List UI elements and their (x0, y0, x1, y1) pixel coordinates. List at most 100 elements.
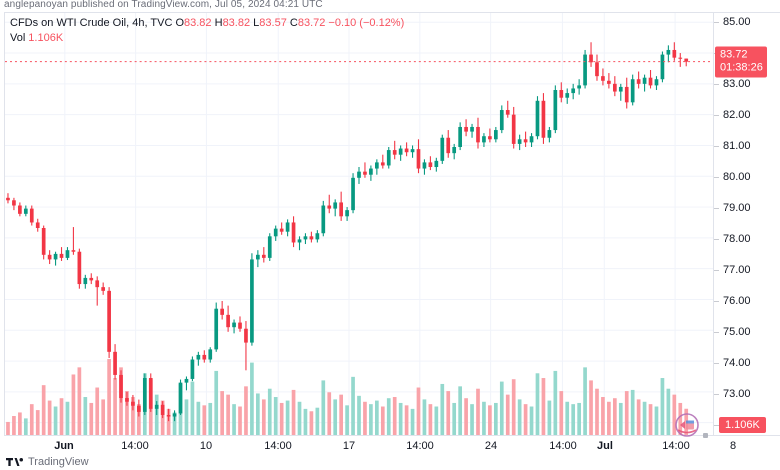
volume-bar (65, 401, 70, 435)
price-tick-dash (714, 84, 719, 86)
candle-body (178, 382, 183, 414)
candle-body (434, 160, 439, 168)
candle-body (18, 205, 22, 214)
volume-bar (678, 402, 683, 435)
volume-bar (523, 404, 528, 435)
price-tick-dash (714, 238, 719, 240)
candle-body (309, 236, 314, 240)
candle-body (446, 137, 451, 154)
current-volume-badge[interactable]: 1.106K (719, 417, 766, 433)
candle-body (131, 401, 135, 406)
candle-body (77, 251, 82, 285)
candle-body (160, 404, 165, 415)
candle-body (315, 233, 320, 240)
candle-body (660, 54, 665, 80)
price-axis-tick-label: 73.00 (723, 387, 751, 400)
volume-bar (511, 379, 516, 435)
price-axis-tick-label: 79.00 (723, 202, 751, 214)
candle-body (351, 177, 355, 211)
candle-body (71, 250, 76, 252)
volume-bar (279, 402, 284, 435)
volume-bar (648, 404, 653, 435)
volume-bar (398, 402, 403, 435)
volume-bar (327, 392, 332, 435)
candle-body (256, 254, 260, 260)
price-tick-dash (714, 300, 719, 302)
candle-body (452, 146, 457, 154)
volume-bar (612, 398, 617, 435)
candle-body (53, 253, 58, 260)
volume-bar (517, 399, 522, 435)
price-axis-tick: 82.00 (714, 109, 751, 121)
time-axis-tick-label: Jun (54, 440, 74, 452)
volume-bar (196, 401, 201, 435)
candle-body (327, 205, 332, 209)
volume-bar (291, 389, 296, 435)
candle-body (250, 259, 254, 343)
candle-body (571, 88, 576, 94)
volume-bar (41, 385, 46, 435)
candle-body (565, 93, 570, 98)
volume-bar (529, 406, 534, 435)
price-tick-dash (714, 146, 719, 148)
volume-bar (416, 387, 421, 435)
volume-bar (458, 386, 462, 435)
candle-body (172, 413, 177, 417)
volume-bar (428, 404, 433, 435)
candle-body (148, 378, 153, 409)
time-axis[interactable]: Jun 14:00 10 14:00 17 14:00 24 14:00 Jul 14:00 8 (4, 436, 780, 458)
volume-bar (565, 401, 570, 435)
candle-body (107, 290, 111, 352)
chart-frame[interactable] (4, 12, 714, 436)
candle-body (410, 149, 415, 153)
price-tick-dash (714, 393, 719, 395)
price-tick-dash (714, 331, 719, 333)
candle-body (333, 202, 338, 209)
volume-bar (375, 400, 379, 435)
volume-bar (380, 406, 385, 435)
current-price-badge[interactable]: 83.72 01:38:26 (715, 46, 767, 78)
candle-body (488, 136, 492, 140)
candle-body (119, 374, 123, 399)
volume-bar (297, 401, 302, 435)
candle-body (464, 126, 468, 132)
candle-body (642, 77, 647, 84)
candle-body (261, 254, 266, 258)
candle-body (636, 79, 641, 84)
price-axis-tick-label: 74.00 (723, 356, 751, 369)
candle-body (511, 114, 516, 144)
volume-bar (357, 395, 361, 435)
price-axis-tick-label: 83.00 (723, 78, 751, 91)
volume-bar (482, 401, 486, 435)
price-axis[interactable]: 85.0084.0083.0082.0081.0080.0079.0078.00… (714, 12, 780, 436)
candle-body (482, 136, 486, 143)
candle-body (29, 208, 34, 223)
candle-body (267, 236, 272, 258)
volume-bar (601, 397, 605, 435)
settings-dot-icon[interactable] (703, 433, 708, 438)
price-axis-tick: 74.00 (714, 356, 751, 369)
price-axis-tick: 73.00 (714, 387, 751, 400)
tradingview-brand: TradingView (6, 456, 89, 468)
price-axis-tick: 81.00 (714, 140, 751, 152)
price-tick-dash (714, 269, 719, 271)
price-axis-tick-label: 76.00 (723, 294, 751, 307)
volume-bar (410, 408, 415, 435)
time-axis-tick-label: 14:00 (121, 440, 149, 452)
volume-bar (267, 388, 272, 435)
price-volume-plot[interactable] (5, 13, 713, 435)
candle-body (684, 58, 689, 62)
volume-bar (18, 412, 22, 435)
candle-body (291, 222, 296, 243)
volume-bar (29, 404, 34, 435)
candle-body (226, 314, 230, 328)
candle-body (612, 83, 617, 92)
price-axis-tick: 80.00 (714, 171, 751, 183)
candle-body (95, 280, 100, 288)
candle-body (654, 79, 659, 86)
candle-body (113, 351, 117, 375)
candle-body (321, 205, 326, 234)
candle-body (553, 90, 558, 131)
volume-bar (624, 391, 629, 435)
volume-bar (202, 405, 207, 435)
